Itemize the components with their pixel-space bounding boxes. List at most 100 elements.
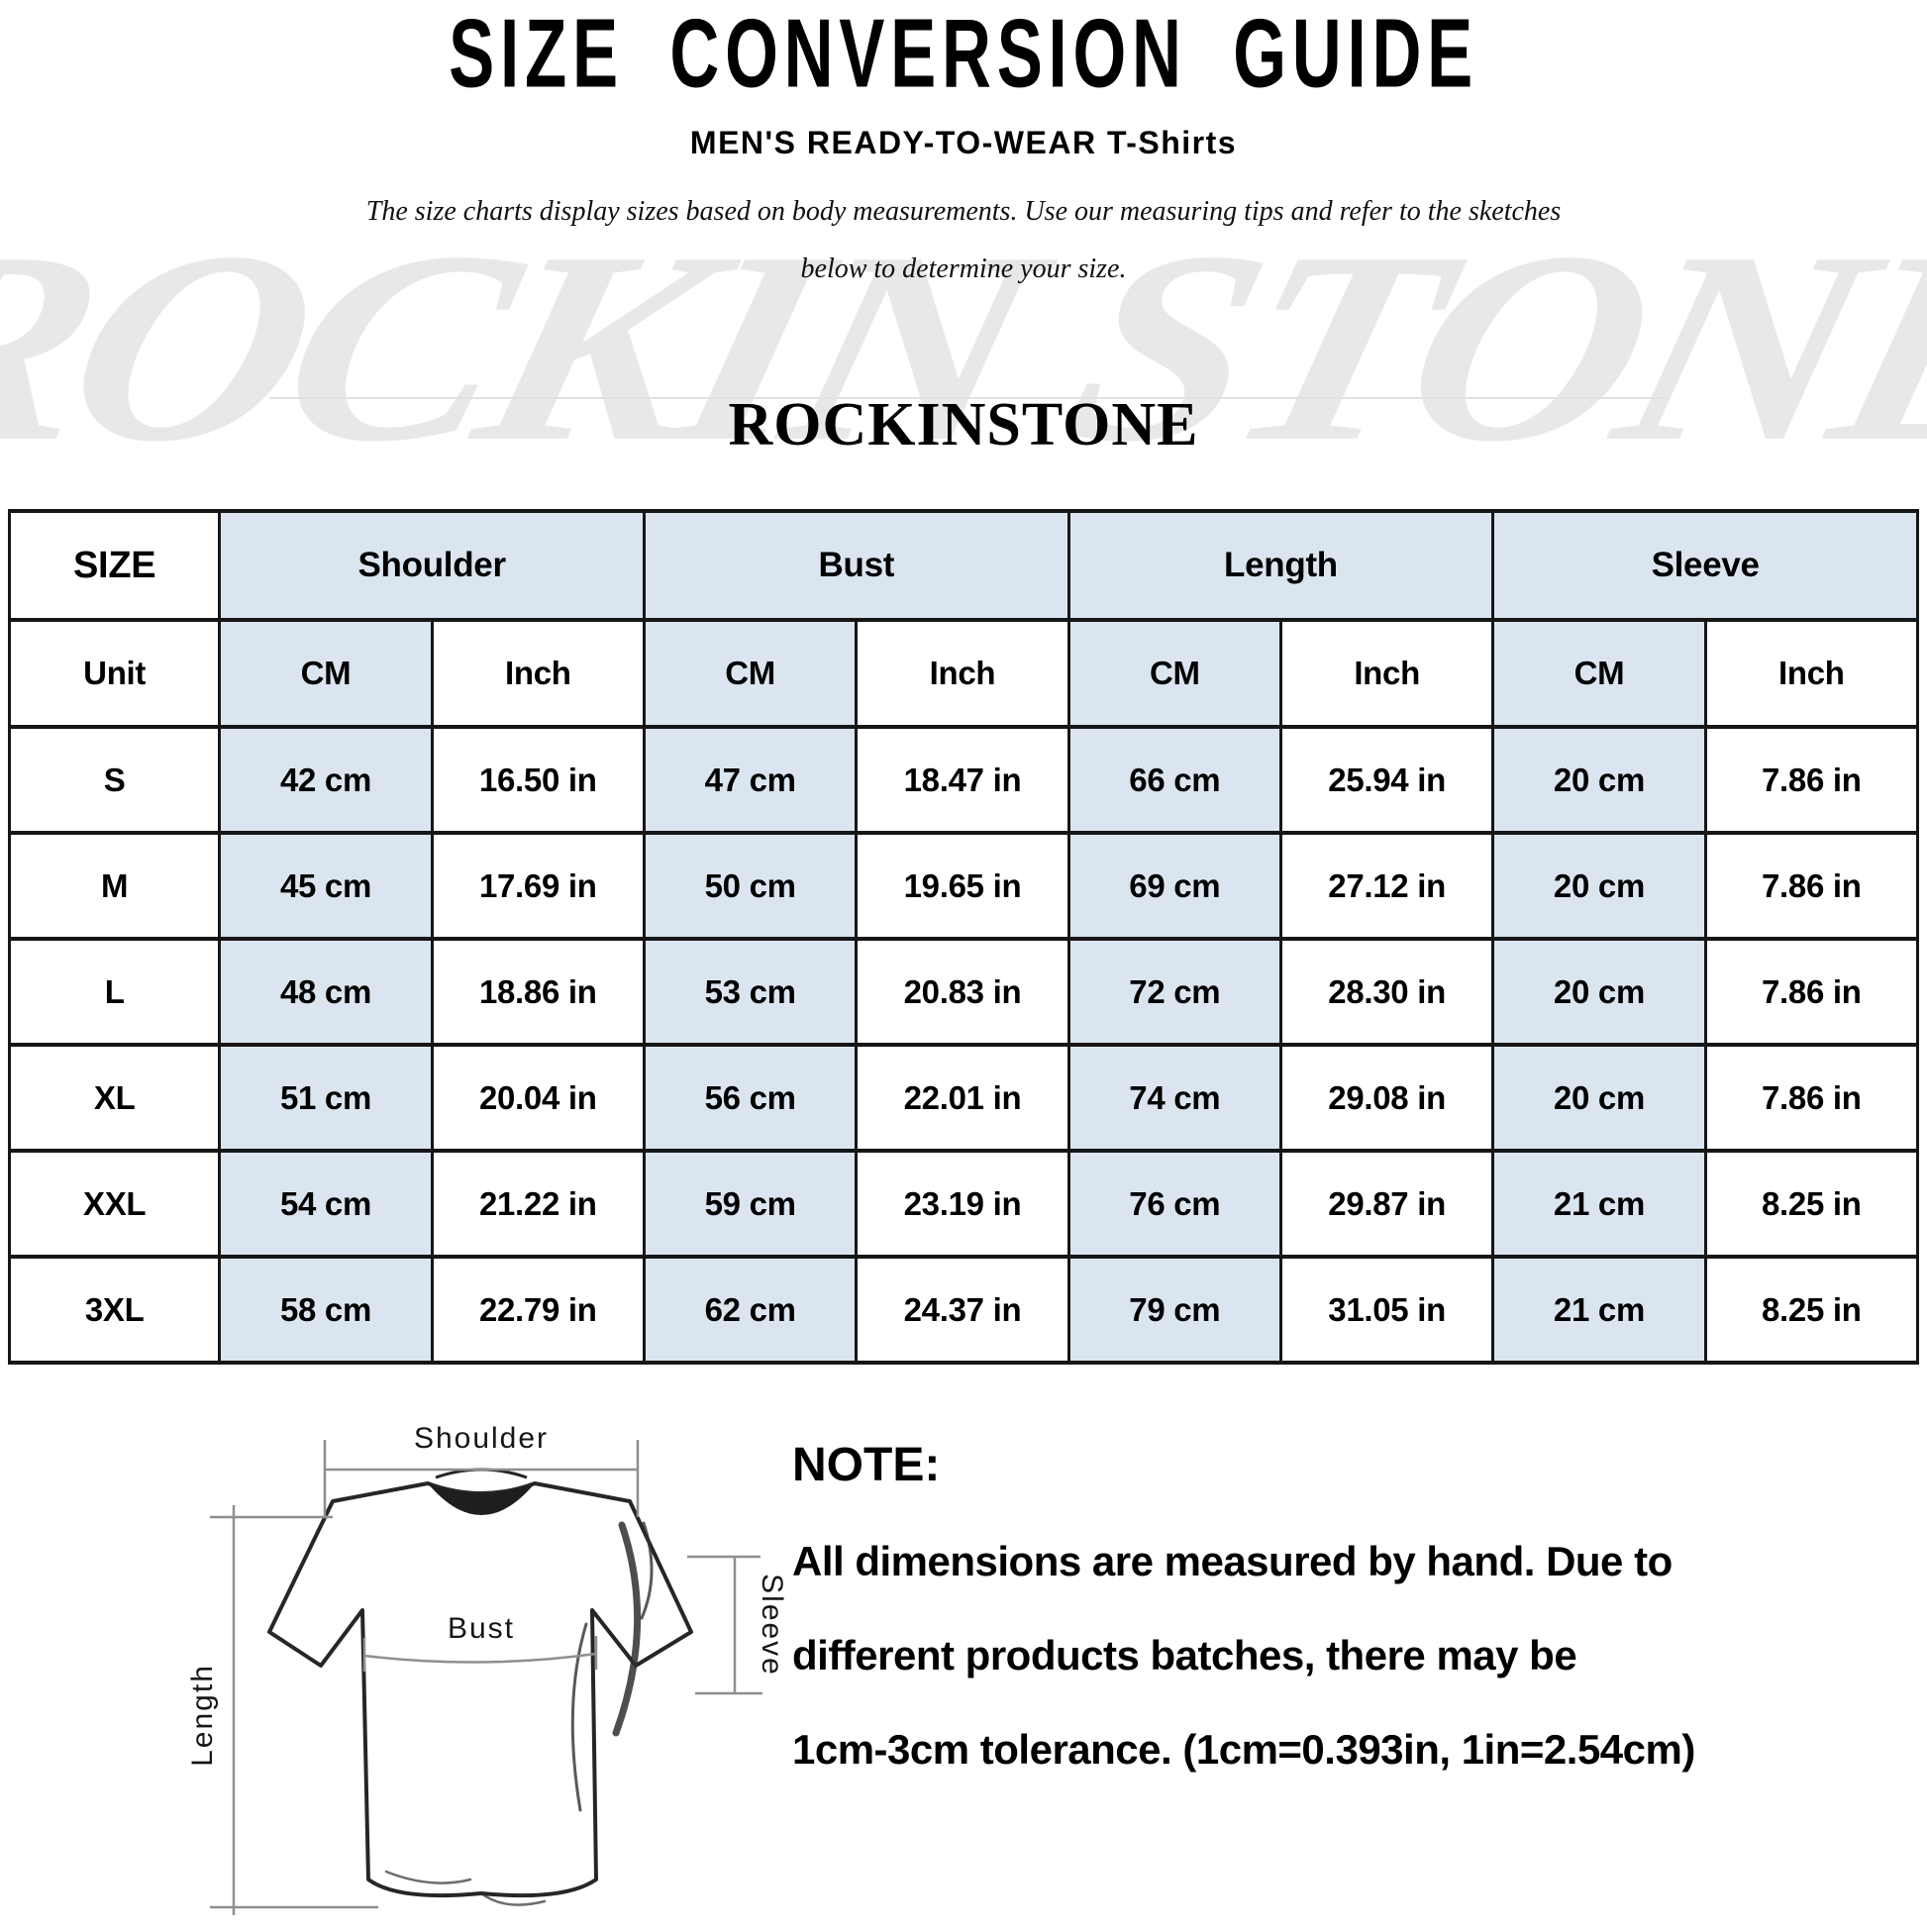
table-cell: 8.25 in	[1703, 1255, 1920, 1365]
table-cell: 29.08 in	[1278, 1043, 1495, 1153]
table-cell: 19.65 in	[855, 831, 1070, 941]
table-cell: 7.86 in	[1703, 1043, 1920, 1153]
table-cell: 42 cm	[218, 725, 434, 835]
bust-cm-label: CM	[642, 618, 859, 729]
size-conversion-table: SIZE Shoulder Bust Length Sleeve Unit CM…	[7, 509, 1920, 1365]
table-cell: 16.50 in	[430, 725, 646, 835]
unit-label: Unit	[7, 618, 222, 729]
table-cell: 56 cm	[642, 1043, 859, 1153]
note-line-3: 1cm-3cm tolerance. (1cm=0.393in, 1in=2.5…	[792, 1726, 1695, 1773]
page-title: SIZE CONVERSION GUIDE	[0, 0, 1927, 109]
table-cell: 22.79 in	[430, 1255, 646, 1365]
table-cell: 20.83 in	[855, 937, 1070, 1047]
bust-inch-label: Inch	[855, 618, 1070, 729]
table-cell: 47 cm	[642, 725, 859, 835]
sleeve-dim-label: Sleeve	[756, 1574, 788, 1677]
table-cell: 7.86 in	[1703, 937, 1920, 1047]
size-label: XL	[7, 1043, 222, 1153]
table-cell: 79 cm	[1066, 1255, 1282, 1365]
table-cell: 20.04 in	[430, 1043, 646, 1153]
table-cell: 20 cm	[1491, 1043, 1707, 1153]
note-heading: NOTE:	[792, 1439, 941, 1491]
table-cell: 7.86 in	[1703, 831, 1920, 941]
note-block: NOTE: All dimensions are measured by han…	[792, 1438, 1852, 1820]
table-cell: 66 cm	[1066, 725, 1282, 835]
table-cell: 51 cm	[218, 1043, 434, 1153]
table-cell: 50 cm	[642, 831, 859, 941]
table-row: XXL 54 cm 21.22 in 59 cm 23.19 in 76 cm …	[7, 1149, 1920, 1259]
tshirt-diagram: Shoulder Bust Length Sleeve	[149, 1406, 802, 1927]
header-size: SIZE	[7, 509, 222, 622]
header-sleeve: Sleeve	[1491, 509, 1919, 622]
table-cell: 21 cm	[1491, 1149, 1707, 1259]
table-cell: 62 cm	[642, 1255, 859, 1365]
shoulder-dim-label: Shoulder	[414, 1422, 549, 1455]
table-cell: 27.12 in	[1278, 831, 1495, 941]
size-label: S	[7, 725, 222, 835]
table-cell: 22.01 in	[855, 1043, 1070, 1153]
table-cell: 18.86 in	[430, 937, 646, 1047]
header-bust: Bust	[642, 509, 1070, 622]
bust-dim-line	[363, 1652, 597, 1664]
description-line-1: The size charts display sizes based on b…	[365, 196, 1562, 227]
table-row: M 45 cm 17.69 in 50 cm 19.65 in 69 cm 27…	[7, 831, 1920, 941]
table-row: S 42 cm 16.50 in 47 cm 18.47 in 66 cm 25…	[7, 725, 1920, 835]
table-cell: 48 cm	[218, 937, 434, 1047]
collar-shape	[428, 1483, 535, 1515]
table-cell: 7.86 in	[1703, 725, 1920, 835]
header-shoulder: Shoulder	[218, 509, 646, 622]
page-title-text: SIZE CONVERSION GUIDE	[449, 0, 1478, 109]
table-row: XL 51 cm 20.04 in 56 cm 22.01 in 74 cm 2…	[7, 1043, 1920, 1153]
table-cell: 76 cm	[1066, 1149, 1282, 1259]
length-dim-label: Length	[186, 1664, 219, 1767]
table-cell: 53 cm	[642, 937, 859, 1047]
divider-line	[269, 397, 1668, 399]
bust-dim-label: Bust	[448, 1612, 515, 1645]
table-row: 3XL 58 cm 22.79 in 62 cm 24.37 in 79 cm …	[7, 1255, 1920, 1365]
length-cm-label: CM	[1066, 618, 1282, 729]
size-label: 3XL	[7, 1255, 222, 1365]
table-cell: 21.22 in	[430, 1149, 646, 1259]
table-cell: 8.25 in	[1703, 1149, 1920, 1259]
table-cell: 29.87 in	[1278, 1149, 1495, 1259]
table-cell: 59 cm	[642, 1149, 859, 1259]
table-cell: 25.94 in	[1278, 725, 1495, 835]
table-row: L 48 cm 18.86 in 53 cm 20.83 in 72 cm 28…	[7, 937, 1920, 1047]
size-label: M	[7, 831, 222, 941]
table-cell: 28.30 in	[1278, 937, 1495, 1047]
table-cell: 21 cm	[1491, 1255, 1707, 1365]
fold-shading	[384, 1521, 654, 1906]
table-cell: 18.47 in	[855, 725, 1070, 835]
table-cell: 23.19 in	[855, 1149, 1070, 1259]
dimension-lines	[210, 1440, 762, 1915]
tshirt-outline	[267, 1481, 693, 1898]
table-cell: 31.05 in	[1278, 1255, 1495, 1365]
table-cell: 17.69 in	[430, 831, 646, 941]
note-line-2: different products batches, there may be	[792, 1632, 1577, 1678]
table-cell: 20 cm	[1491, 725, 1707, 835]
description-line-2: below to determine your size.	[800, 254, 1127, 284]
sleeve-cm-label: CM	[1491, 618, 1707, 729]
tshirt-sketch: Shoulder Bust Length Sleeve	[186, 1422, 788, 1915]
table-cell: 24.37 in	[855, 1255, 1070, 1365]
table-cell: 54 cm	[218, 1149, 434, 1259]
size-label: L	[7, 937, 222, 1047]
table-cell: 69 cm	[1066, 831, 1282, 941]
note-line-1: All dimensions are measured by hand. Due…	[792, 1538, 1673, 1584]
table-cell: 72 cm	[1066, 937, 1282, 1047]
shoulder-cm-label: CM	[218, 618, 434, 729]
table-cell: 45 cm	[218, 831, 434, 941]
brand-name: ROCKINSTONE	[728, 391, 1199, 458]
table-header-row: SIZE Shoulder Bust Length Sleeve	[7, 509, 1919, 622]
table-cell: 20 cm	[1491, 831, 1707, 941]
table-cell: 20 cm	[1491, 937, 1707, 1047]
subtitle: MEN'S READY-TO-WEAR T-Shirts	[689, 125, 1238, 160]
length-inch-label: Inch	[1278, 618, 1495, 729]
size-label: XXL	[7, 1149, 222, 1259]
table-cell: 74 cm	[1066, 1043, 1282, 1153]
header-length: Length	[1066, 509, 1495, 622]
shoulder-inch-label: Inch	[430, 618, 646, 729]
table-unit-row: Unit CM Inch CM Inch CM Inch CM Inch	[7, 618, 1920, 729]
sleeve-inch-label: Inch	[1703, 618, 1920, 729]
table-cell: 58 cm	[218, 1255, 434, 1365]
